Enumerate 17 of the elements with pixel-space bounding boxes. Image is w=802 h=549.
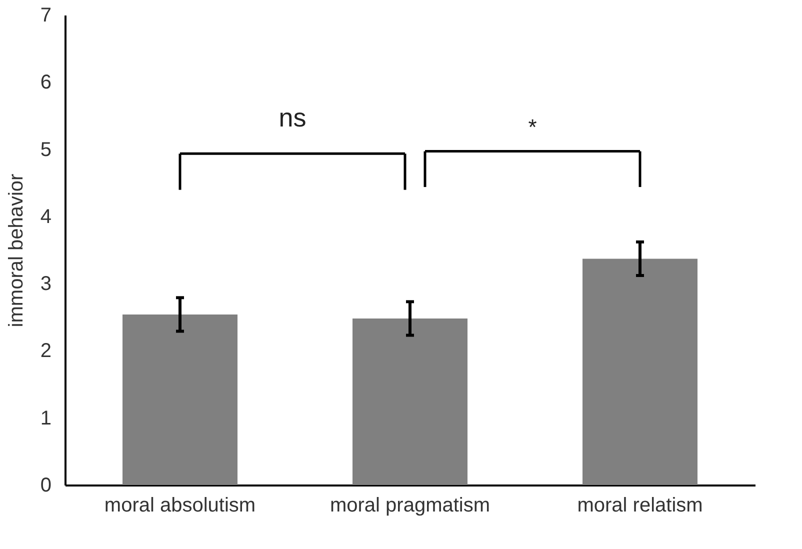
bar — [122, 314, 238, 485]
annotation: ns — [278, 102, 306, 133]
y-tick-label: 2 — [40, 340, 52, 362]
x-tick-label: moral absolutism — [104, 494, 256, 516]
y-tick-label: 0 — [40, 474, 52, 496]
y-tick-label: 6 — [40, 72, 52, 94]
y-tick-label: 5 — [40, 138, 52, 161]
y-tick-label: 3 — [40, 273, 52, 296]
y-tick-label: 7 — [40, 4, 52, 26]
y-axis-title: immoral behavior — [5, 173, 28, 328]
bar — [582, 258, 698, 485]
bar — [352, 318, 468, 485]
y-tick-label: 1 — [40, 407, 52, 430]
x-tick-label: moral pragmatism — [330, 494, 490, 516]
x-tick-label: moral relatism — [577, 494, 703, 516]
y-tick-label: 4 — [40, 206, 52, 228]
annotation: * — [528, 114, 538, 140]
